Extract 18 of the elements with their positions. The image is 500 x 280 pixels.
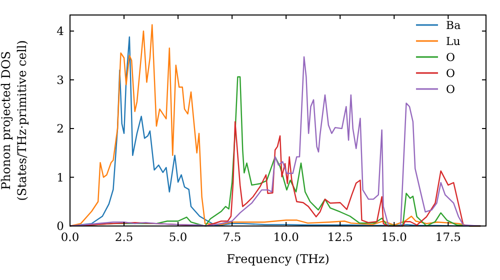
y-tick-label: 1 xyxy=(56,170,64,184)
x-tick-label: 17.5 xyxy=(435,230,461,244)
x-tick-label: 15.0 xyxy=(381,230,407,244)
x-tick-label: 2.5 xyxy=(114,230,134,244)
x-tick-label: 10.0 xyxy=(273,230,299,244)
legend-label: Ba xyxy=(446,18,462,32)
legend-label: O xyxy=(446,50,456,64)
y-axis-title: Phonon projected DOS (States/THz·primitive cell) xyxy=(0,40,29,201)
x-tick-label: 7.5 xyxy=(222,230,242,244)
x-axis-title: Frequency (THz) xyxy=(226,252,330,266)
legend-label: O xyxy=(446,82,456,96)
y-tick-label: 2 xyxy=(56,122,64,136)
y-tick-label: 3 xyxy=(56,72,64,87)
x-tick-label: 12.5 xyxy=(327,230,353,244)
legend-label: O xyxy=(446,66,456,80)
legend-label: Lu xyxy=(446,34,460,48)
x-tick-label: 5.0 xyxy=(168,230,188,244)
y-tick-label: 4 xyxy=(56,24,64,38)
